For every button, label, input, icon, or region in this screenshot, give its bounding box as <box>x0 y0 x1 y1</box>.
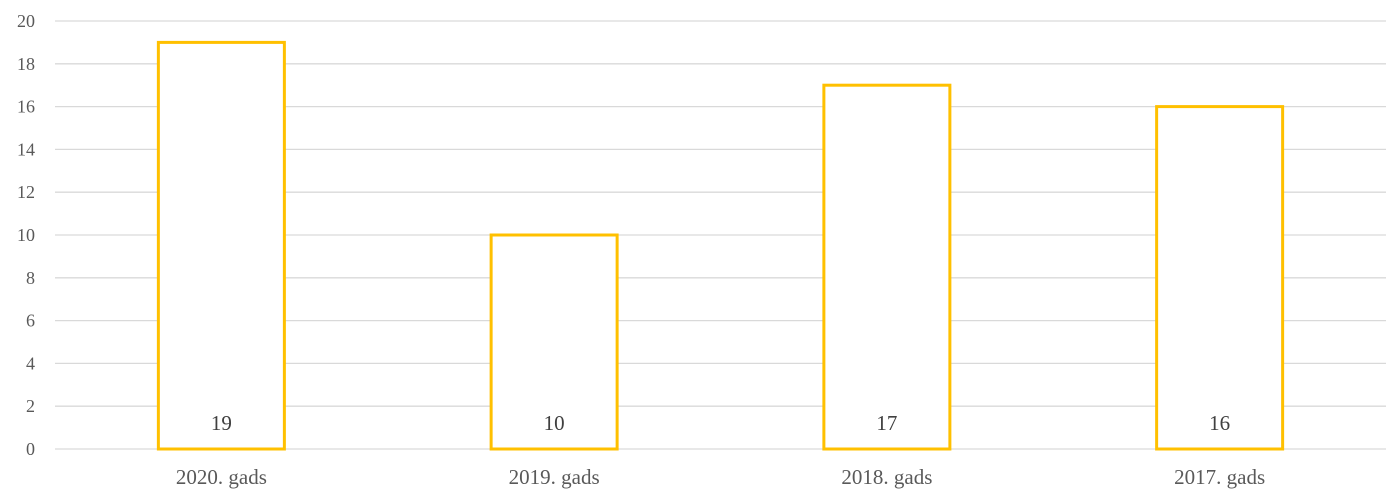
data-label-4: 16 <box>1209 411 1230 435</box>
category-label-4: 2017. gads <box>1174 465 1265 489</box>
data-label-1: 19 <box>211 411 232 435</box>
y-tick-label-2: 2 <box>26 396 35 416</box>
y-tick-label-16: 16 <box>17 97 35 117</box>
y-tick-label-14: 14 <box>17 139 35 159</box>
x-axis-category-labels: 2020. gads 2019. gads 2018. gads 2017. gads <box>176 465 1265 489</box>
category-label-1: 2020. gads <box>176 465 267 489</box>
y-tick-label-10: 10 <box>17 225 35 245</box>
data-labels: 19 10 17 16 <box>211 411 1230 435</box>
y-tick-label-12: 12 <box>17 182 35 202</box>
bar-1 <box>156 40 286 451</box>
y-tick-label-0: 0 <box>26 439 35 459</box>
bar-3 <box>822 83 952 451</box>
bar-4 <box>1155 105 1285 451</box>
data-label-3: 17 <box>876 411 897 435</box>
data-label-2: 10 <box>544 411 565 435</box>
category-label-2: 2019. gads <box>509 465 600 489</box>
y-tick-label-18: 18 <box>17 54 35 74</box>
bar-2 <box>489 233 619 451</box>
y-tick-label-6: 6 <box>26 311 35 331</box>
category-label-3: 2018. gads <box>841 465 932 489</box>
y-tick-label-20: 20 <box>17 11 35 31</box>
bars <box>156 40 1285 451</box>
y-tick-label-4: 4 <box>26 353 35 373</box>
y-axis-tick-labels: 0 2 4 6 8 10 12 14 16 18 20 <box>17 11 35 459</box>
y-tick-label-8: 8 <box>26 268 35 288</box>
